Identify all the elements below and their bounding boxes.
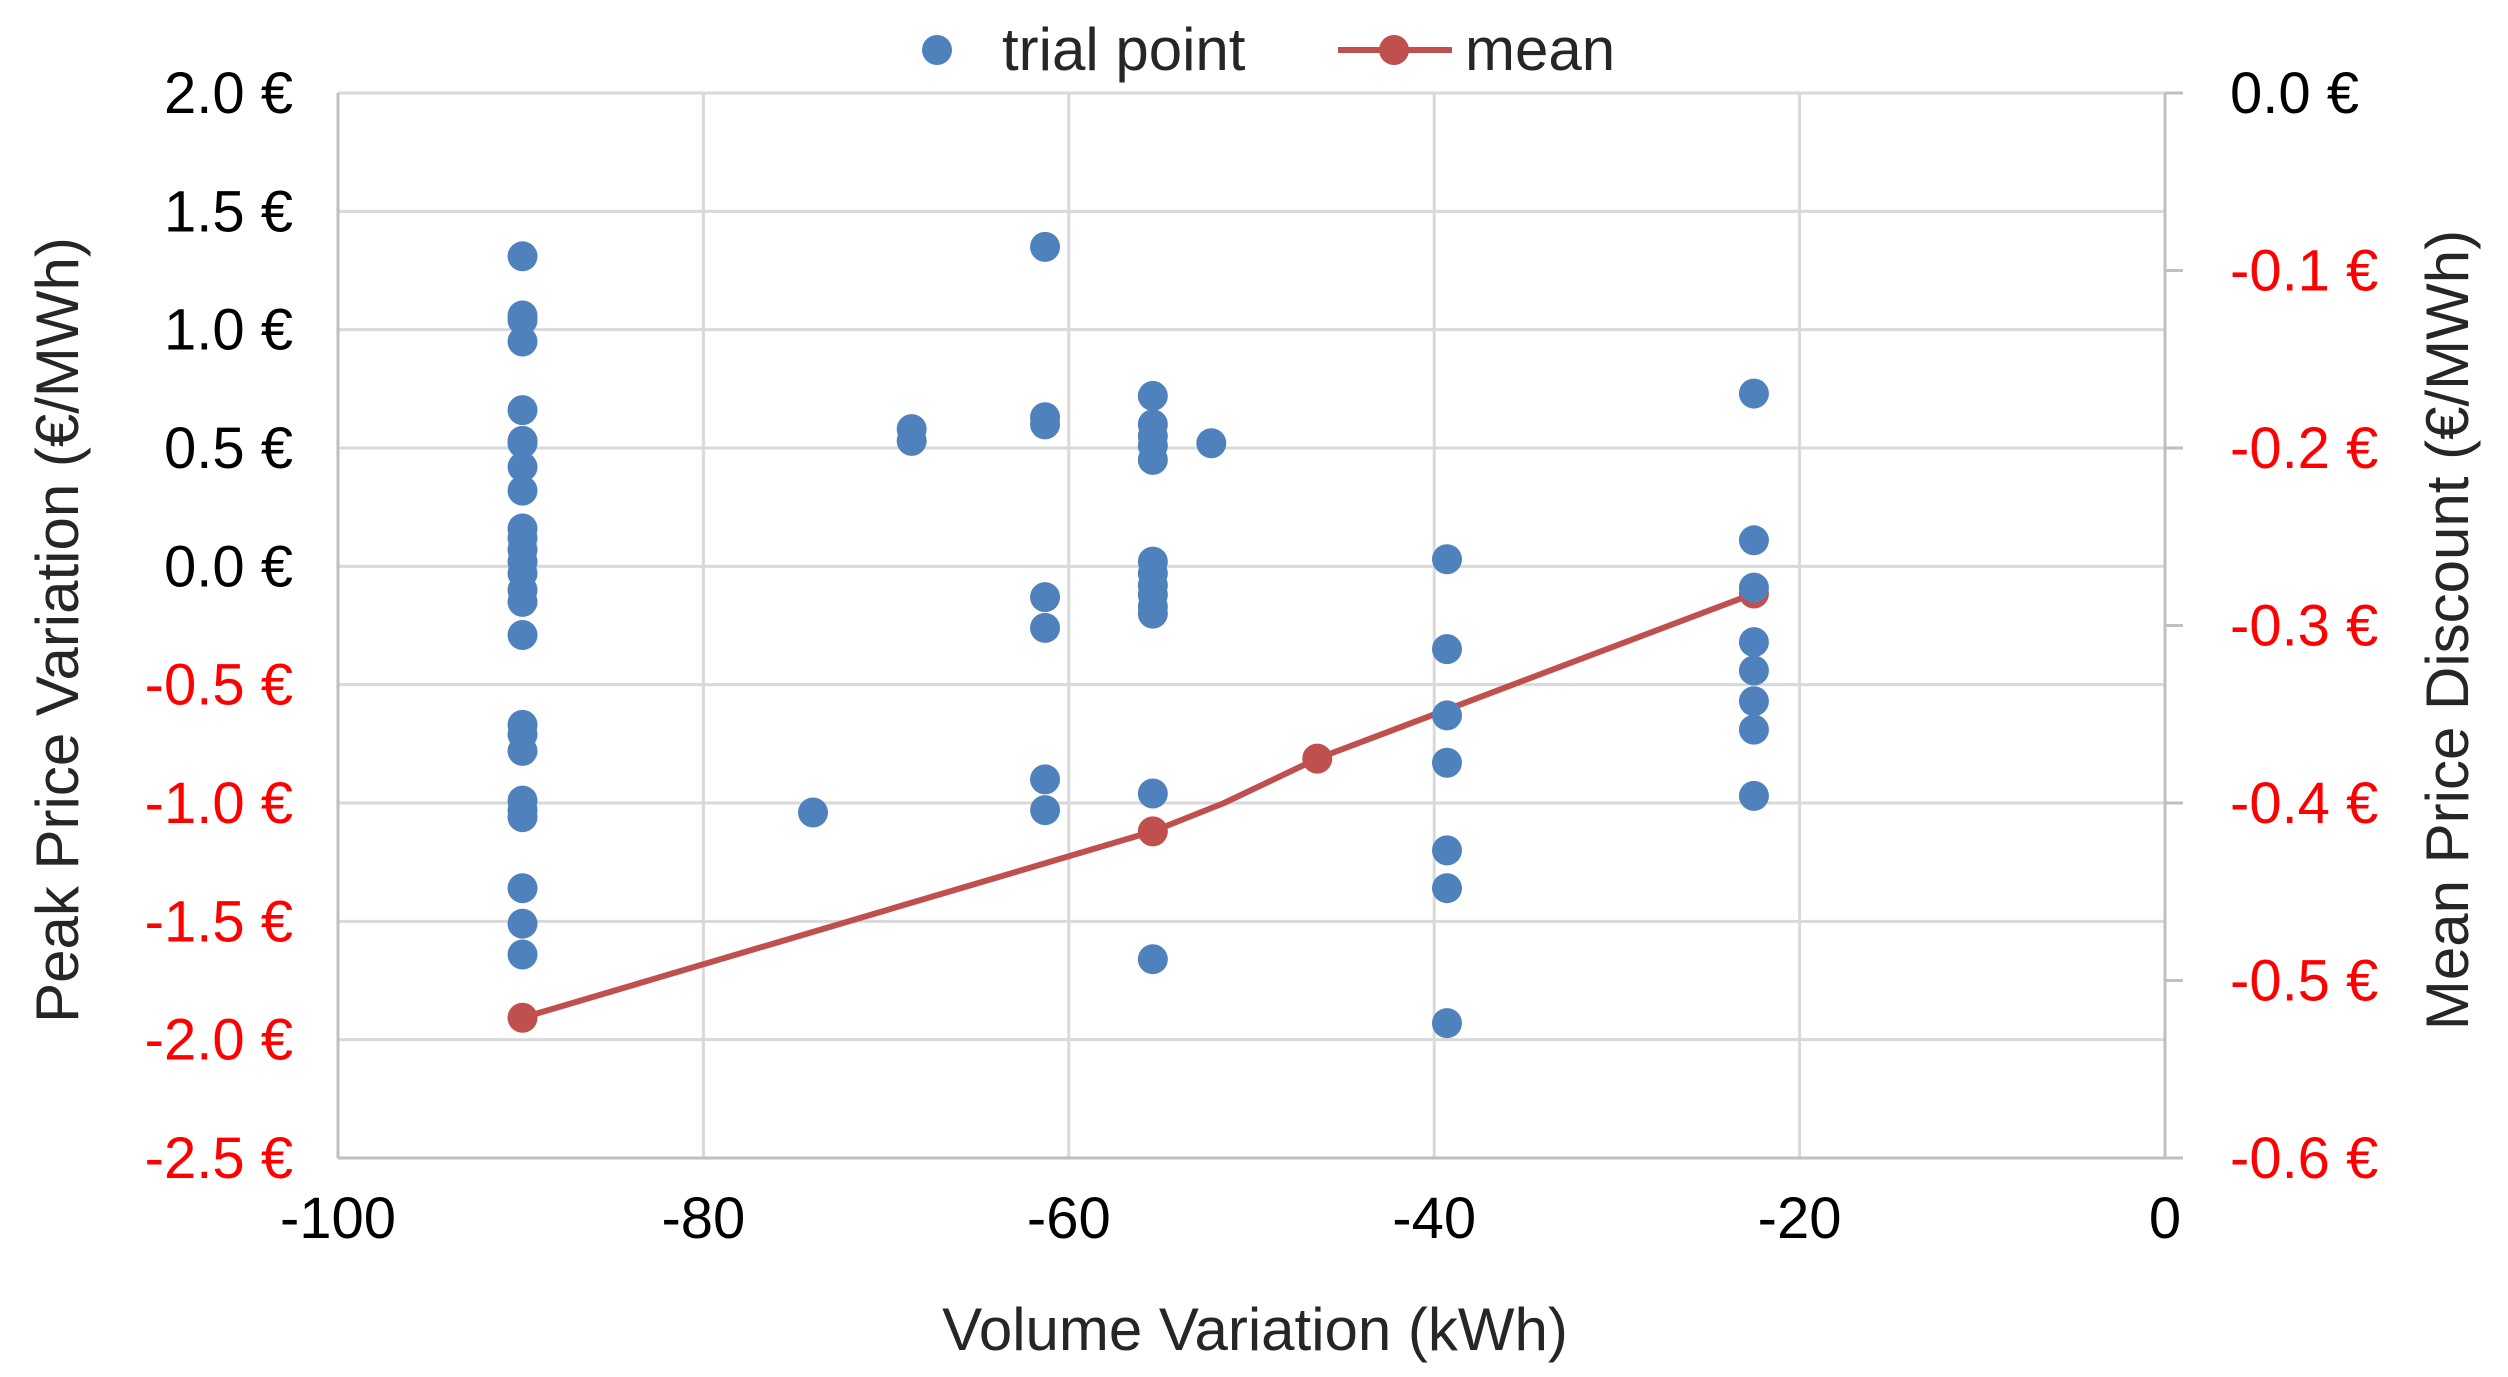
trial-point (507, 939, 538, 970)
trial-point (507, 619, 538, 650)
left-axis-title: Peak Price Variation (€/MWh) (24, 237, 91, 1023)
x-tick-label: -40 (1392, 1186, 1476, 1251)
legend-trial-point-label: trial point (1002, 16, 1246, 83)
trial-point (1030, 409, 1061, 440)
mean-point (1137, 816, 1168, 847)
legend-mean-label: mean (1465, 16, 1615, 83)
y-tick-label: -1.5 € (145, 889, 293, 954)
trial-point (1137, 380, 1168, 411)
trial-point (1431, 835, 1462, 866)
trial-point (1030, 231, 1061, 262)
x-tick-label: -60 (1027, 1186, 1111, 1251)
trial-point (1030, 612, 1061, 643)
y2-tick-label: -0.4 € (2230, 771, 2378, 836)
mean-line (521, 590, 1755, 1021)
trial-point (1196, 428, 1227, 459)
trial-point (507, 451, 538, 482)
trial-point (1738, 378, 1769, 409)
trial-point (1431, 634, 1462, 665)
trial-point (1431, 544, 1462, 575)
y-tick-label: 0.0 € (164, 534, 293, 599)
legend-trial-point-marker (922, 35, 952, 65)
y-tick-label: 0.5 € (164, 416, 293, 481)
trial-point (1137, 944, 1168, 975)
trial-point (1137, 778, 1168, 809)
trial-point (1738, 525, 1769, 556)
y2-tick-label: -0.3 € (2230, 594, 2378, 659)
x-tick-label: 0 (2149, 1186, 2181, 1251)
y-tick-label: 1.0 € (164, 298, 293, 363)
trial-point (1030, 764, 1061, 795)
y2-tick-label: -0.6 € (2230, 1126, 2378, 1191)
x-tick-label: -20 (1758, 1186, 1842, 1251)
trial-point (507, 305, 538, 336)
y-tick-label: 2.0 € (164, 61, 293, 126)
y-tick-label: -1.0 € (145, 771, 293, 836)
trial-point (1431, 873, 1462, 904)
trial-point (1030, 795, 1061, 826)
y2-tick-label: -0.5 € (2230, 949, 2378, 1014)
trial-point (507, 395, 538, 426)
trial-point-series (507, 231, 1769, 1039)
trial-point (507, 908, 538, 939)
trial-point (1431, 700, 1462, 731)
trial-point (798, 797, 829, 828)
trial-point (1137, 598, 1168, 629)
trial-point (1738, 714, 1769, 745)
x-tick-label: -80 (661, 1186, 745, 1251)
trial-point (507, 428, 538, 459)
right-axis-ticks: 0.0 € -0.1 € -0.2 € -0.3 € -0.4 € -0.5 € -0.6 … (2165, 61, 2378, 1191)
mean-series (507, 578, 1769, 1033)
trial-point (507, 735, 538, 766)
x-axis-ticks: -100 -80 -60 -40 -20 0 (280, 1186, 2181, 1251)
right-axis-title: Mean Price Discount (€/MWh) (2414, 230, 2481, 1030)
mean-point (507, 1002, 538, 1033)
trial-point (1738, 572, 1769, 603)
x-axis-title: Volume Variation (kWh) (942, 1296, 1568, 1363)
trial-point (1738, 686, 1769, 717)
x-tick-label: -100 (280, 1186, 396, 1251)
y2-tick-label: -0.2 € (2230, 416, 2378, 481)
trial-point (896, 425, 927, 456)
left-axis-ticks: 2.0 € 1.5 € 1.0 € 0.5 € 0.0 € -0.5 € -1.0 € -1.… (145, 61, 293, 1191)
trial-point (1431, 747, 1462, 778)
trial-point (1738, 655, 1769, 686)
trial-point (1738, 627, 1769, 658)
trial-point (507, 802, 538, 833)
y2-tick-label: 0.0 € (2230, 61, 2359, 126)
trial-point (1137, 444, 1168, 475)
trial-point (1431, 1008, 1462, 1039)
trial-point (507, 873, 538, 904)
y-tick-label: -0.5 € (145, 653, 293, 718)
gridlines (338, 91, 2165, 1160)
trial-point (507, 586, 538, 617)
trial-point (507, 475, 538, 506)
legend-mean-marker (1379, 35, 1409, 65)
trial-point (1030, 582, 1061, 613)
trial-point (507, 326, 538, 357)
trial-point (1738, 780, 1769, 811)
y-tick-label: 1.5 € (164, 179, 293, 244)
y-tick-label: -2.0 € (145, 1008, 293, 1073)
legend: trial point mean (922, 16, 1615, 83)
y-tick-label: -2.5 € (145, 1126, 293, 1191)
mean-point (1302, 743, 1333, 774)
y2-tick-label: -0.1 € (2230, 239, 2378, 304)
axes (336, 93, 2167, 1160)
trial-point (507, 241, 538, 272)
